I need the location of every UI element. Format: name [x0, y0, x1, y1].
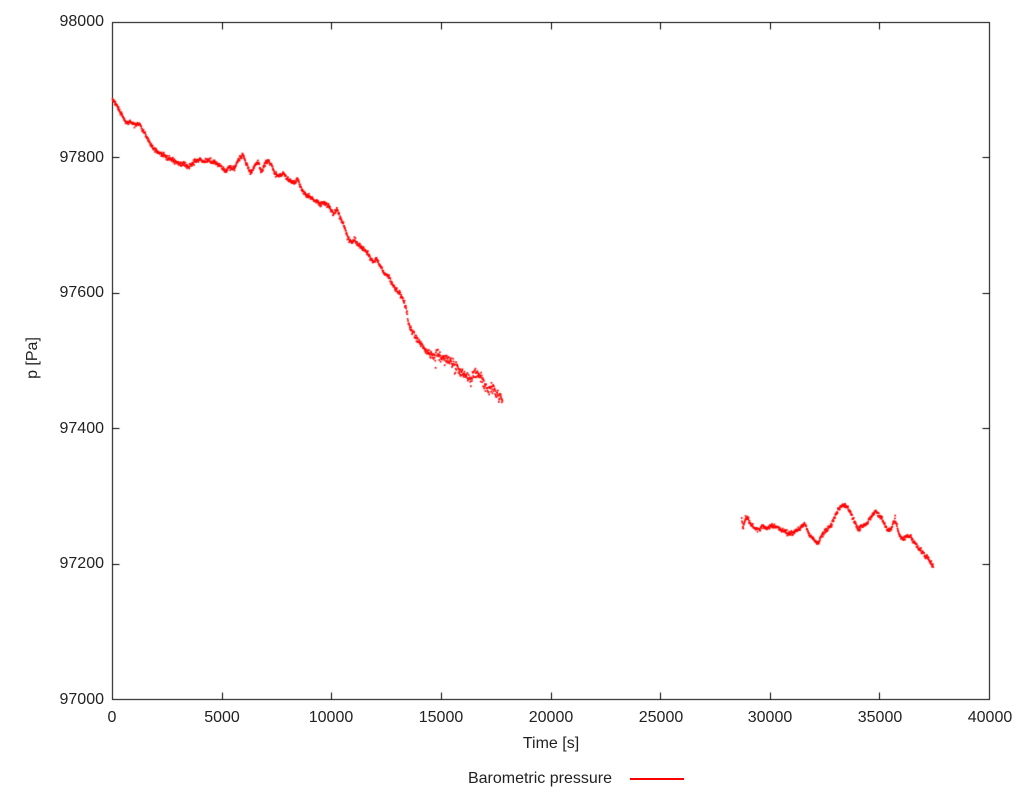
- x-tick-label: 15000: [418, 709, 464, 726]
- x-tick-label: 40000: [967, 709, 1013, 726]
- x-tick-label: 5000: [204, 709, 240, 726]
- y-axis-title: p [Pa]: [24, 337, 41, 379]
- y-tick-label: 98000: [59, 13, 105, 30]
- legend-label: Barometric pressure: [467, 770, 612, 787]
- legend-line-sample: [630, 778, 684, 780]
- x-tick-label: 30000: [747, 709, 793, 726]
- x-tick-label: 20000: [528, 709, 574, 726]
- y-tick-label: 97200: [59, 555, 105, 572]
- x-tick-label: 10000: [308, 709, 354, 726]
- legend: Barometric pressure: [430, 770, 684, 788]
- x-axis-title: Time [s]: [522, 735, 580, 752]
- x-tick-label: 0: [107, 709, 117, 726]
- x-tick-label: 35000: [857, 709, 903, 726]
- y-tick-label: 97800: [59, 149, 105, 166]
- y-tick-label: 97000: [59, 691, 105, 708]
- y-tick-label: 97600: [59, 284, 105, 301]
- y-tick-label: 97400: [59, 420, 105, 437]
- x-tick-label: 25000: [638, 709, 684, 726]
